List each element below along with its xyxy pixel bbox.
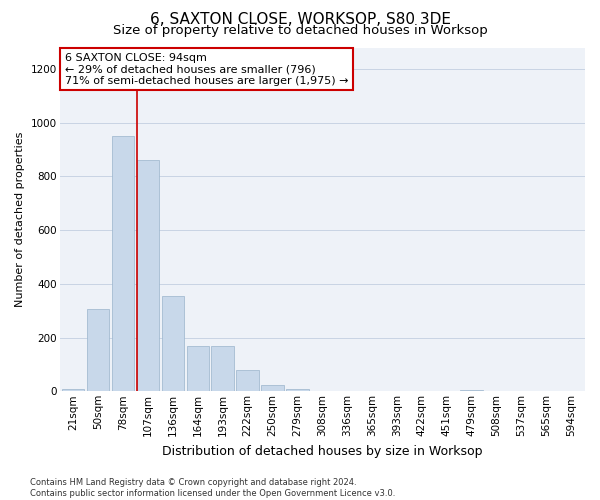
Bar — [286, 388, 308, 392]
Y-axis label: Number of detached properties: Number of detached properties — [15, 132, 25, 307]
Bar — [112, 136, 134, 392]
Bar — [62, 388, 85, 392]
Bar — [87, 310, 109, 392]
X-axis label: Distribution of detached houses by size in Worksop: Distribution of detached houses by size … — [162, 444, 482, 458]
Bar — [311, 390, 334, 392]
Text: Contains HM Land Registry data © Crown copyright and database right 2024.
Contai: Contains HM Land Registry data © Crown c… — [30, 478, 395, 498]
Text: 6, SAXTON CLOSE, WORKSOP, S80 3DE: 6, SAXTON CLOSE, WORKSOP, S80 3DE — [149, 12, 451, 28]
Bar — [161, 296, 184, 392]
Text: Size of property relative to detached houses in Worksop: Size of property relative to detached ho… — [113, 24, 487, 37]
Bar — [460, 390, 483, 392]
Text: 6 SAXTON CLOSE: 94sqm
← 29% of detached houses are smaller (796)
71% of semi-det: 6 SAXTON CLOSE: 94sqm ← 29% of detached … — [65, 52, 349, 86]
Bar — [261, 384, 284, 392]
Bar — [211, 346, 234, 392]
Bar — [236, 370, 259, 392]
Bar — [137, 160, 159, 392]
Bar — [187, 346, 209, 392]
